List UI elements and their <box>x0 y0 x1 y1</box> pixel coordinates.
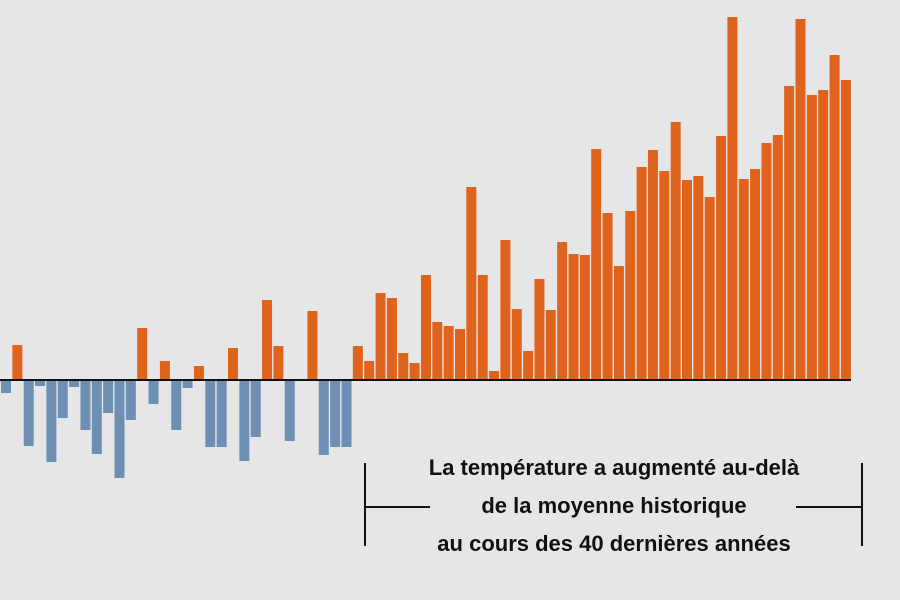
bar-above-average <box>636 167 647 380</box>
bar-above-average <box>228 348 238 380</box>
bar-below-average <box>205 380 216 447</box>
bar-above-average <box>500 240 511 380</box>
bar-above-average <box>704 197 715 380</box>
bar-above-average <box>693 176 704 380</box>
bar-above-average <box>545 310 556 380</box>
bar-above-average <box>647 150 658 380</box>
bar-below-average <box>250 380 261 437</box>
bar-above-average <box>12 345 23 380</box>
bar-below-average <box>182 380 193 388</box>
bar-below-average <box>23 380 34 446</box>
bar-above-average <box>511 309 522 380</box>
bar-below-average <box>125 380 136 420</box>
caption-line-3: au cours des 40 dernières années <box>437 531 791 556</box>
bar-below-average <box>318 380 329 455</box>
bar-above-average <box>659 171 670 380</box>
bar-above-average <box>477 275 488 380</box>
bar-above-average <box>727 17 738 380</box>
bar-below-average <box>103 380 114 413</box>
bar-above-average <box>613 266 624 380</box>
bar-above-average <box>193 366 204 380</box>
bar-above-average <box>352 346 363 380</box>
bar-above-average <box>784 86 795 380</box>
bar-above-average <box>568 254 579 380</box>
caption-line-1: La température a augmenté au-delà <box>428 455 800 480</box>
bar-below-average <box>35 380 46 386</box>
bar-above-average <box>443 326 454 380</box>
bar-above-average <box>455 329 465 380</box>
bar-below-average <box>239 380 250 461</box>
bar-below-average <box>1 380 11 393</box>
bar-above-average <box>432 322 443 380</box>
bar-below-average <box>46 380 57 462</box>
bar-below-average <box>148 380 159 404</box>
bar-above-average <box>409 363 420 380</box>
bar-below-average <box>114 380 125 478</box>
bar-above-average <box>829 55 840 380</box>
bar-below-average <box>171 380 182 430</box>
bar-above-average <box>489 371 500 380</box>
bar-above-average <box>761 143 772 380</box>
bar-above-average <box>625 211 636 380</box>
bar-below-average <box>284 380 295 441</box>
bar-above-average <box>738 179 749 380</box>
bar-above-average <box>772 135 783 380</box>
bar-above-average <box>262 300 273 380</box>
caption-line-2: de la moyenne historique <box>481 493 747 518</box>
bar-below-average <box>341 380 352 447</box>
bar-below-average <box>80 380 91 430</box>
bar-above-average <box>716 136 727 380</box>
bar-below-average <box>69 380 80 387</box>
bar-above-average <box>840 80 851 380</box>
bar-below-average <box>57 380 68 418</box>
bar-above-average <box>375 293 386 380</box>
bar-below-average <box>330 380 341 447</box>
bar-above-average <box>670 122 681 380</box>
bar-above-average <box>466 187 477 380</box>
bar-above-average <box>523 351 534 380</box>
bar-below-average <box>91 380 102 454</box>
bar-above-average <box>159 361 170 380</box>
bar-above-average <box>579 255 590 380</box>
bar-above-average <box>795 19 806 380</box>
bar-above-average <box>398 353 409 380</box>
bar-above-average <box>420 275 431 380</box>
bar-above-average <box>750 169 761 380</box>
bar-above-average <box>557 242 568 380</box>
caption-bracket <box>364 463 863 546</box>
bar-above-average <box>137 328 148 380</box>
bar-above-average <box>602 213 613 380</box>
bar-above-average <box>386 298 397 380</box>
bar-above-average <box>682 180 692 380</box>
bar-below-average <box>216 380 227 447</box>
bar-above-average <box>818 90 829 380</box>
bar-above-average <box>534 279 545 380</box>
bar-above-average <box>806 95 817 380</box>
bar-above-average <box>591 149 602 380</box>
bar-above-average <box>273 346 284 380</box>
bar-above-average <box>307 311 318 380</box>
bars-group <box>1 17 851 478</box>
bar-above-average <box>364 361 375 380</box>
